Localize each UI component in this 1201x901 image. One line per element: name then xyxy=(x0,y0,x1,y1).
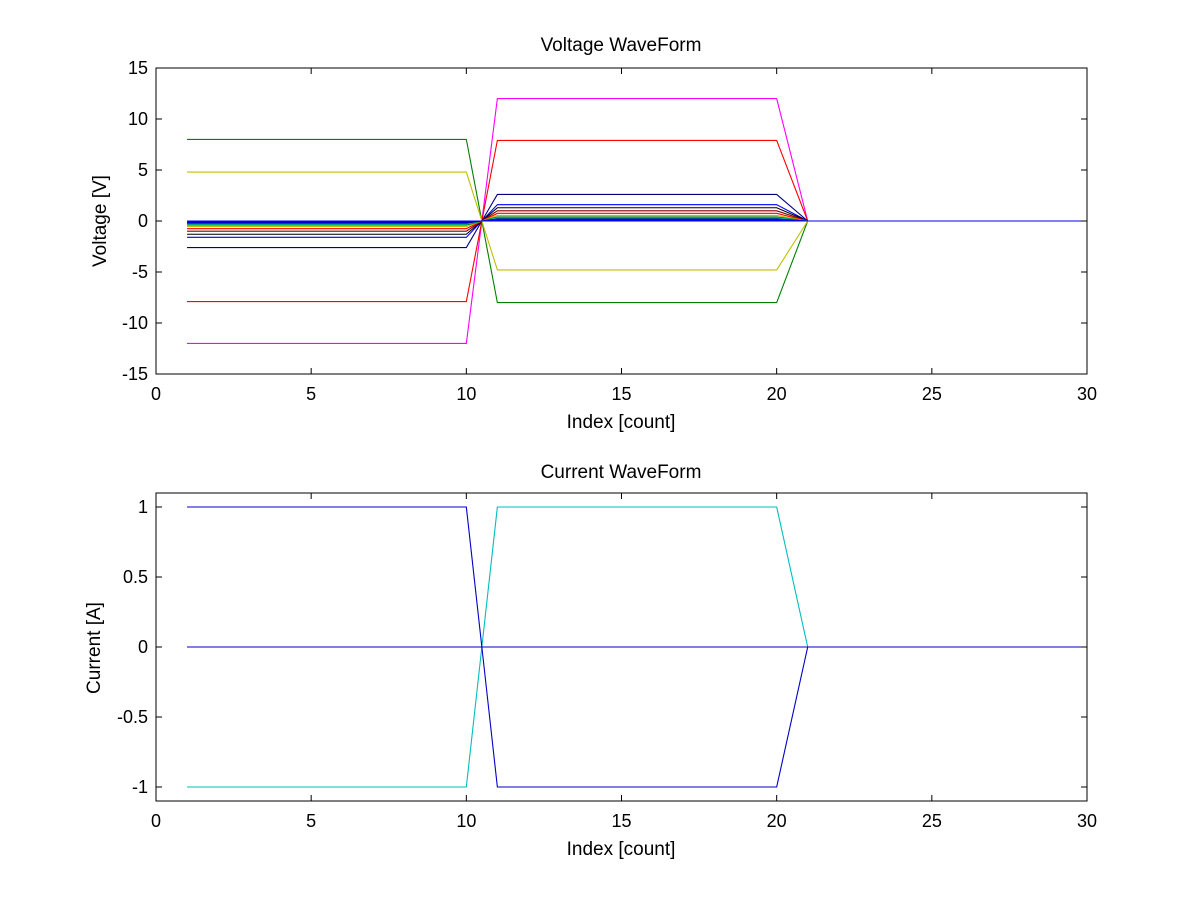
voltage-x-tick-label: 5 xyxy=(306,384,316,404)
current-y-tick-label: 0 xyxy=(138,637,148,657)
voltage-x-tick-label: 25 xyxy=(922,384,942,404)
current-y-tick-label: 0.5 xyxy=(123,567,148,587)
voltage-y-tick-label: 10 xyxy=(128,109,148,129)
voltage-y-tick-label: 5 xyxy=(138,160,148,180)
voltage-x-tick-label: 10 xyxy=(456,384,476,404)
voltage-x-tick-label: 20 xyxy=(767,384,787,404)
current-ticks: 0 5 10 15 20 25 30 -1 -0.5 0 0.5 1 xyxy=(117,493,1097,831)
current-x-tick-label: 5 xyxy=(306,811,316,831)
current-chart-title: Current WaveForm xyxy=(541,462,702,483)
current-x-tick-label: 25 xyxy=(922,811,942,831)
current-y-axis-label: Current [A] xyxy=(84,602,105,694)
voltage-x-tick-label: 0 xyxy=(151,384,161,404)
voltage-chart-title: Voltage WaveForm xyxy=(541,35,702,56)
current-series-layer xyxy=(187,506,1087,788)
current-y-tick-label: -0.5 xyxy=(117,707,148,727)
current-x-axis-label: Index [count] xyxy=(567,839,676,860)
voltage-ticks: 0 5 10 15 20 25 30 -15 -10 -5 0 5 10 15 xyxy=(122,58,1097,404)
voltage-y-tick-label: -10 xyxy=(122,313,148,333)
voltage-chart: 0 5 10 15 20 25 30 -15 -10 -5 0 5 10 15 Voltage WaveF… xyxy=(90,35,1097,433)
voltage-y-tick-label: 15 xyxy=(128,58,148,78)
voltage-x-tick-label: 30 xyxy=(1077,384,1097,404)
voltage-x-tick-label: 15 xyxy=(611,384,631,404)
current-x-tick-label: 10 xyxy=(456,811,476,831)
current-y-tick-label: 1 xyxy=(138,497,148,517)
current-x-tick-label: 0 xyxy=(151,811,161,831)
voltage-series-layer xyxy=(187,98,1087,344)
current-x-tick-label: 20 xyxy=(767,811,787,831)
voltage-y-tick-label: -15 xyxy=(122,364,148,384)
voltage-y-axis-label: Voltage [V] xyxy=(90,175,111,267)
current-x-tick-label: 30 xyxy=(1077,811,1097,831)
current-x-tick-label: 15 xyxy=(611,811,631,831)
voltage-x-axis-label: Index [count] xyxy=(567,412,676,433)
voltage-y-tick-label: -5 xyxy=(132,262,148,282)
current-chart: 0 5 10 15 20 25 30 -1 -0.5 0 0.5 1 Current WaveForm… xyxy=(84,462,1097,860)
voltage-y-tick-label: 0 xyxy=(138,211,148,231)
current-y-tick-label: -1 xyxy=(132,777,148,797)
